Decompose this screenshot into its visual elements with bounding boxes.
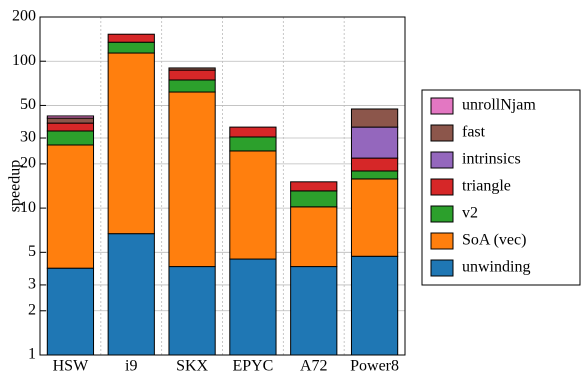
- bar-segment: [46, 144, 95, 269]
- bar-segment: [290, 266, 338, 356]
- legend-swatch: [430, 124, 454, 142]
- bar-segment: [46, 117, 95, 124]
- legend-label: intrinsics: [462, 151, 521, 168]
- bar-segment: [46, 115, 95, 119]
- legend-label: v2: [462, 205, 478, 222]
- bar-segment: [107, 233, 155, 356]
- legend-label: unrollNjam: [462, 97, 536, 114]
- y-axis-label: speedup: [7, 160, 24, 212]
- y-tick-label: 30: [20, 129, 36, 146]
- legend-swatch: [430, 151, 454, 169]
- y-tick-label: 5: [28, 243, 36, 260]
- bar-segment: [350, 157, 399, 172]
- legend-label: unwinding: [462, 259, 530, 276]
- bar-segment: [168, 79, 216, 93]
- bar-segment: [168, 69, 216, 81]
- legend-label: fast: [462, 124, 486, 141]
- bar-segment: [350, 178, 399, 257]
- bar-segment: [107, 41, 155, 54]
- y-tick-label: 10: [20, 199, 36, 216]
- bar-segment: [229, 126, 277, 138]
- legend-swatch: [430, 259, 454, 277]
- x-tick-label: HSW: [53, 358, 89, 375]
- bar-segment: [350, 255, 399, 356]
- legend-swatch: [430, 205, 454, 223]
- x-tick-label: SKX: [176, 358, 208, 375]
- bar-segment: [107, 52, 155, 235]
- bar-segment: [168, 91, 216, 268]
- y-tick-label: 2: [28, 301, 36, 318]
- bar-segment: [46, 130, 95, 146]
- bar-segment: [46, 267, 95, 356]
- bar-segment: [229, 258, 277, 356]
- bar-segment: [350, 108, 399, 128]
- y-tick-label: 50: [20, 96, 36, 113]
- legend-swatch: [430, 97, 454, 115]
- bar-segment: [168, 266, 216, 356]
- y-tick-label: 100: [12, 52, 36, 69]
- bar-segment: [229, 136, 277, 152]
- bar-segment: [290, 181, 338, 192]
- x-tick-label: A72: [300, 358, 328, 375]
- y-tick-label: 1: [28, 346, 36, 363]
- bar-segment: [290, 206, 338, 268]
- legend-label: triangle: [462, 178, 511, 195]
- bar-segment: [229, 150, 277, 260]
- bar-segment: [290, 190, 338, 208]
- bar-segment: [168, 67, 216, 71]
- y-tick-label: 3: [28, 276, 36, 293]
- legend-swatch: [430, 178, 454, 196]
- bar-segment: [350, 170, 399, 180]
- plot-frame: [39, 16, 406, 356]
- legend-swatch: [430, 232, 454, 250]
- x-tick-label: i9: [125, 358, 137, 375]
- y-tick-label: 200: [12, 8, 36, 25]
- legend-label: SoA (vec): [462, 232, 526, 249]
- bar-segment: [107, 33, 155, 43]
- bar-segment: [46, 122, 95, 132]
- y-tick-label: 20: [20, 155, 36, 172]
- bar-segment: [350, 126, 399, 159]
- x-tick-label: Power8: [350, 358, 399, 375]
- x-tick-label: EPYC: [232, 358, 273, 375]
